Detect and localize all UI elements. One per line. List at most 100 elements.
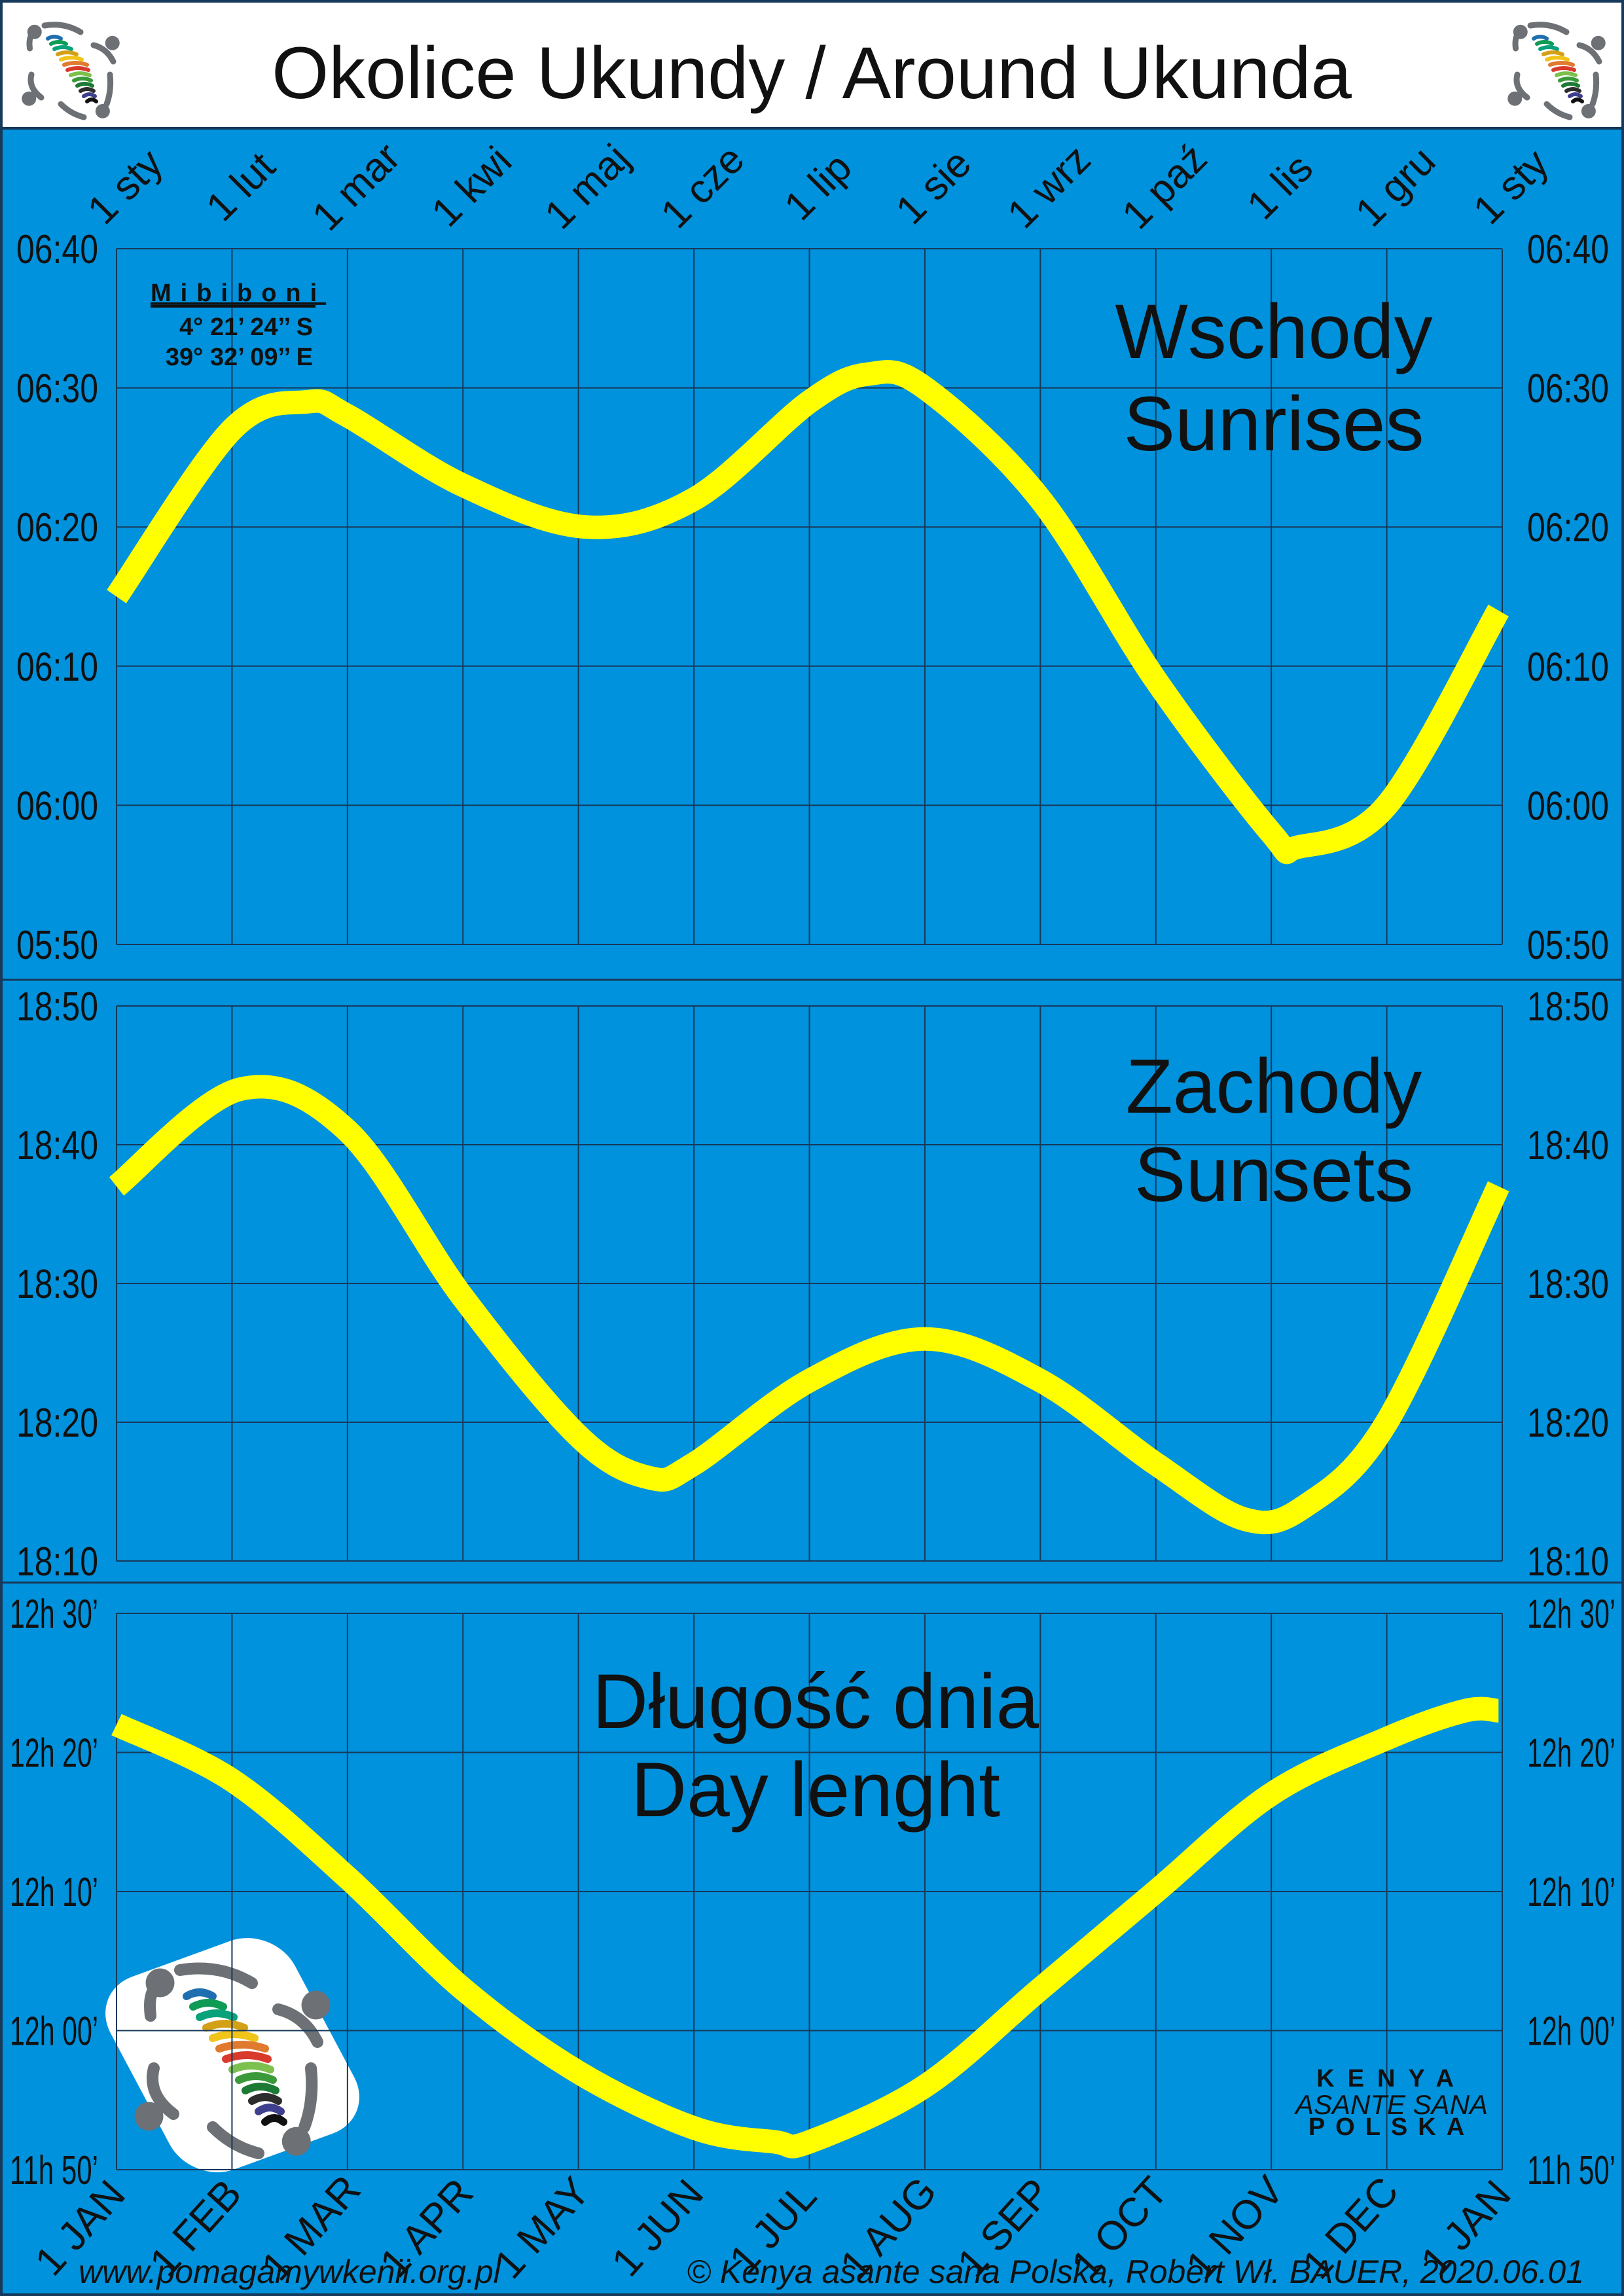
y-tick-label-right: 11h 50’ (1527, 2148, 1615, 2193)
brand-line-3: POLSKA (1308, 2113, 1475, 2141)
logo-africa-stripe (75, 82, 94, 88)
brand-logo: KENYA ASANTE SANA POLSKA (1293, 2065, 1488, 2141)
y-tick-label-left: 12h 30’ (10, 1592, 98, 1637)
header-bar (0, 0, 1624, 128)
logo-person-head (1591, 35, 1606, 50)
kenya-asante-logo-icon (7, 9, 134, 127)
y-tick-label-right: 18:20 (1527, 1401, 1609, 1446)
logo-person-arm (1589, 71, 1600, 107)
logo-person-arm (174, 1962, 258, 1989)
logo-africa-stripe (1538, 45, 1559, 51)
logo-person-arm (90, 42, 117, 65)
y-tick-label-right: 06:00 (1527, 783, 1609, 829)
y-tick-label-right: 12h 20’ (1527, 1731, 1615, 1776)
y-tick-label-right: 12h 10’ (1527, 1870, 1615, 1915)
logo-person-arm (1543, 101, 1573, 120)
logo-person-head (1507, 91, 1523, 106)
logo-person-arm (207, 2121, 264, 2159)
y-tick-label-right: 18:10 (1527, 1539, 1609, 1585)
logo-person-arm (298, 2062, 318, 2133)
y-tick-label-right: 18:40 (1527, 1123, 1609, 1168)
chart-title-line: Zachody (1126, 1043, 1422, 1130)
y-tick-label-left: 18:20 (16, 1401, 98, 1446)
location-latitude: 4° 21’ 24’’ S (179, 314, 313, 341)
brand-line-2: ASANTE SANA (1293, 2089, 1488, 2120)
logo-africa-stripe (242, 2083, 280, 2094)
y-tick-label-right: 12h 30’ (1527, 1592, 1615, 1637)
logo-person-head (22, 91, 37, 106)
brand-line-1: KENYA (1316, 2065, 1467, 2092)
logo-africa-stripe (1561, 82, 1580, 88)
y-tick-label-left: 06:40 (16, 227, 98, 272)
logo-africa-stripe (59, 56, 84, 62)
logo-person-head (1581, 103, 1596, 118)
logo-person-arm (58, 101, 87, 120)
website-link[interactable]: www.pomagamywkenii.org.pl (79, 2253, 502, 2290)
chart-title-line: Sunrises (1123, 381, 1424, 467)
logo-africa-stripe (228, 2062, 274, 2073)
logo-africa-stripe (222, 2051, 272, 2063)
logo-africa-stripe (255, 2104, 285, 2115)
page-title: Okolice Ukundy / Around Ukunda (272, 32, 1352, 114)
chart-panel-2: 18:50 18:50 18:40 18:40 18:30 18:30 18:20 18:20… (16, 984, 1609, 1585)
logo-africa-stripe (1535, 40, 1554, 46)
logo-africa-stripe (79, 87, 96, 93)
logo-person-arm (41, 22, 84, 35)
logo-person-head (134, 2102, 164, 2131)
logo-africa-stripe (49, 40, 68, 46)
y-tick-label-left: 12h 20’ (10, 1731, 98, 1776)
logo-person-arm (147, 2062, 179, 2120)
logo-africa-stripe (189, 1999, 227, 2011)
logo-africa-stripe (202, 2020, 248, 2032)
logo-person-arm (27, 71, 45, 101)
y-tick-label-left: 12h 00’ (10, 2009, 98, 2054)
y-tick-label-left: 06:10 (16, 645, 98, 690)
logo-africa-stripe (56, 50, 79, 56)
logo-person-arm (1512, 29, 1524, 52)
logo-person-arm (1513, 71, 1530, 101)
y-tick-label-right: 18:30 (1527, 1262, 1609, 1307)
chart-panel-1: 06:40 06:40 06:30 06:30 06:20 06:20 06:10 06:10… (16, 227, 1609, 968)
data-curve (107, 360, 1509, 865)
logo-africa-stripe (72, 77, 93, 82)
logo-africa-stripe (62, 61, 89, 67)
logo-africa-stripe (85, 98, 98, 103)
location-name: Mibiboni (151, 279, 326, 307)
logo-africa-stripe (52, 45, 73, 51)
location-label: Mibiboni 4° 21’ 24’’ S 39° 32’ 09’’ E (151, 279, 326, 371)
y-tick-label-left: 18:10 (16, 1539, 98, 1585)
y-tick-label-left: 06:30 (16, 367, 98, 412)
chart-title-line: Długość dnia (592, 1659, 1039, 1745)
logo-africa-stripe (1555, 71, 1578, 77)
logo-person-arm (103, 71, 114, 107)
location-longitude: 39° 32’ 09’’ E (166, 344, 313, 371)
logo-africa-stripe (1545, 56, 1570, 62)
logo-person-arm (1576, 42, 1602, 65)
chart-title-line: Sunsets (1134, 1132, 1413, 1218)
logo-africa-stripe (248, 2093, 282, 2105)
chart-title-line: Wschody (1115, 289, 1432, 375)
y-tick-label-right: 06:40 (1527, 227, 1609, 272)
y-tick-label-left: 11h 50’ (10, 2148, 98, 2193)
logo-africa-stripe (1558, 77, 1579, 82)
y-tick-label-left: 06:00 (16, 783, 98, 829)
chart-title-line: Day lenght (631, 1747, 1000, 1833)
logo-africa-stripe (1571, 98, 1584, 103)
y-tick-label-right: 05:50 (1527, 923, 1609, 968)
y-tick-label-left: 05:50 (16, 923, 98, 968)
logo-africa-stripe (1568, 92, 1583, 98)
y-tick-label-left: 12h 10’ (10, 1870, 98, 1915)
y-tick-label-left: 18:40 (16, 1123, 98, 1168)
logo-africa-stripe (1548, 61, 1575, 67)
logo-africa-stripe (209, 2030, 259, 2042)
logo-person-arm (272, 2003, 323, 2048)
logo-africa-stripe (69, 71, 92, 77)
logo-person-head (281, 2126, 311, 2156)
y-tick-label-left: 18:30 (16, 1262, 98, 1307)
logo-africa-stripe (1542, 50, 1564, 56)
logo-africa-stripe (82, 92, 97, 98)
logo-person-head (105, 35, 120, 50)
